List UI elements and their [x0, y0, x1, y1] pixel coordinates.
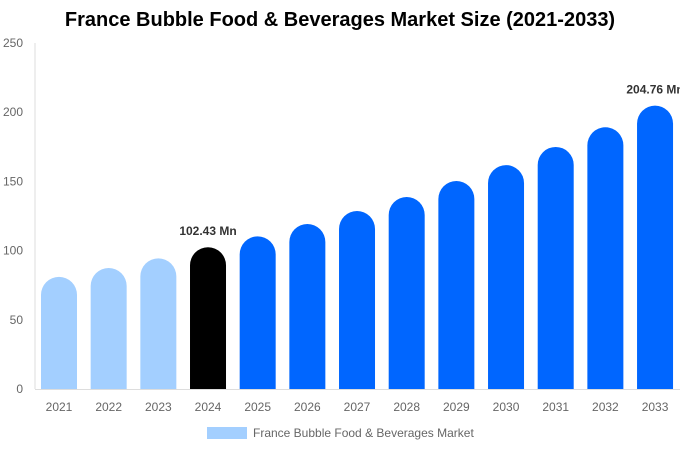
x-tick-label: 2024 — [195, 400, 222, 414]
legend-label: France Bubble Food & Beverages Market — [253, 426, 474, 440]
x-tick-label: 2031 — [542, 400, 569, 414]
bar-2027[interactable] — [339, 211, 376, 389]
bar-2021[interactable] — [41, 276, 77, 389]
data-label-2033: 204.76 Mn — [626, 83, 680, 97]
bar-2025[interactable] — [239, 236, 276, 389]
bar-2032[interactable] — [587, 127, 624, 389]
bar-2029[interactable] — [438, 180, 475, 389]
data-label-2024: 102.43 Mn — [179, 224, 236, 238]
y-tick-label: 250 — [3, 36, 23, 50]
x-tick-label: 2026 — [294, 400, 321, 414]
x-tick-label: 2033 — [642, 400, 669, 414]
x-tick-label: 2023 — [145, 400, 172, 414]
y-tick-label: 150 — [3, 174, 23, 188]
x-tick-label: 2030 — [493, 400, 520, 414]
y-tick-label: 200 — [3, 105, 23, 119]
y-tick-label: 100 — [3, 244, 23, 258]
bar-2022[interactable] — [90, 268, 127, 389]
x-tick-label: 2025 — [244, 400, 271, 414]
legend-swatch — [207, 427, 247, 439]
legend[interactable]: France Bubble Food & Beverages Market — [207, 426, 474, 440]
chart-title: France Bubble Food & Beverages Market Si… — [64, 9, 616, 31]
y-tick-label: 50 — [10, 313, 24, 327]
x-tick-label: 2021 — [46, 400, 73, 414]
bar-2026[interactable] — [289, 224, 326, 389]
bar-2023[interactable] — [140, 258, 177, 389]
x-tick-label: 2032 — [592, 400, 619, 414]
x-tick-label: 2027 — [344, 400, 371, 414]
bar-2024[interactable] — [190, 247, 227, 389]
bar-2030[interactable] — [488, 165, 525, 389]
x-tick-label: 2022 — [95, 400, 122, 414]
bar-2031[interactable] — [537, 146, 574, 389]
bar-2033[interactable] — [637, 105, 674, 389]
y-tick-label: 0 — [16, 382, 23, 396]
bar-2028[interactable] — [388, 197, 425, 389]
x-tick-label: 2028 — [393, 400, 420, 414]
x-tick-label: 2029 — [443, 400, 470, 414]
